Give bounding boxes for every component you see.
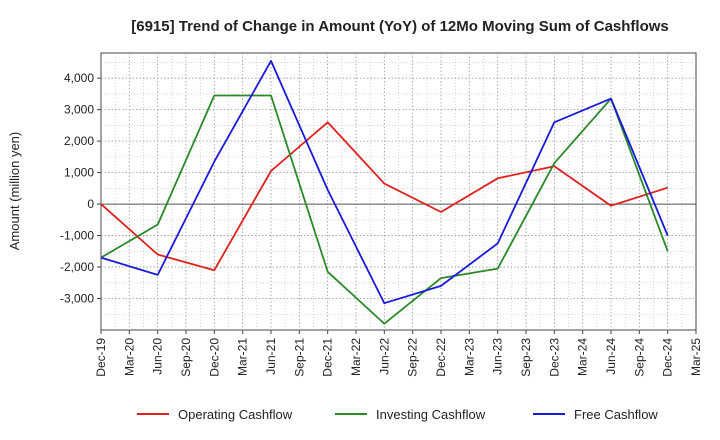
x-tick-label: Dec-23 — [547, 338, 561, 377]
y-tick-label: 0 — [87, 197, 94, 211]
x-tick-label: Dec-22 — [434, 338, 448, 377]
x-tick-label: Sep-20 — [179, 338, 193, 377]
y-tick-label: 3,000 — [64, 103, 94, 117]
legend: Operating Cashflow Investing Cashflow Free… — [137, 407, 658, 422]
x-tick-label: Mar-23 — [462, 338, 476, 376]
y-tick-label: 4,000 — [64, 71, 94, 85]
x-tick-label: Dec-21 — [321, 338, 335, 377]
axis-layer: -3,000 -2,000 -1,000 0 1,000 2,000 3,000 4,000 D… — [60, 71, 703, 377]
x-tick-label: Mar-25 — [689, 338, 703, 376]
y-tick-label: -3,000 — [60, 292, 94, 306]
y-axis-label: Amount (million yen) — [7, 132, 22, 251]
operating-cashflow-line — [100, 121, 668, 272]
x-tick-label: Sep-24 — [632, 338, 646, 377]
y-tick-label: 2,000 — [64, 134, 94, 148]
legend-label-operating-cashflow: Operating Cashflow — [178, 407, 293, 422]
x-tick-label: Sep-22 — [406, 338, 420, 377]
y-tick-label: -1,000 — [60, 229, 94, 243]
investing-cashflow-line — [100, 94, 669, 325]
x-tick-label: Jun-23 — [491, 338, 505, 375]
x-tick-label: Mar-21 — [236, 338, 250, 376]
x-tick-label: Mar-22 — [349, 338, 363, 376]
legend-label-investing-cashflow: Investing Cashflow — [376, 407, 486, 422]
x-tick-label: Dec-20 — [207, 338, 221, 377]
x-tick-label: Mar-20 — [122, 338, 136, 376]
x-tick-label: Dec-24 — [661, 338, 675, 377]
x-tick-label: Jun-24 — [604, 338, 618, 375]
y-tick-label: 1,000 — [64, 166, 94, 180]
x-tick-label: Sep-23 — [519, 338, 533, 377]
x-tick-label: Jun-20 — [151, 338, 165, 375]
x-tick-label: Sep-21 — [292, 338, 306, 377]
x-tick-label: Jun-21 — [264, 338, 278, 375]
y-tick-label: -2,000 — [60, 260, 94, 274]
legend-label-free-cashflow: Free Cashflow — [574, 407, 658, 422]
free-cashflow-line — [100, 60, 669, 305]
x-tick-label: Dec-19 — [94, 338, 108, 377]
chart-title: [6915] Trend of Change in Amount (YoY) o… — [131, 18, 669, 35]
x-tick-label: Mar-24 — [576, 338, 590, 376]
x-tick-label: Jun-22 — [377, 338, 391, 375]
series-layer — [100, 60, 669, 325]
